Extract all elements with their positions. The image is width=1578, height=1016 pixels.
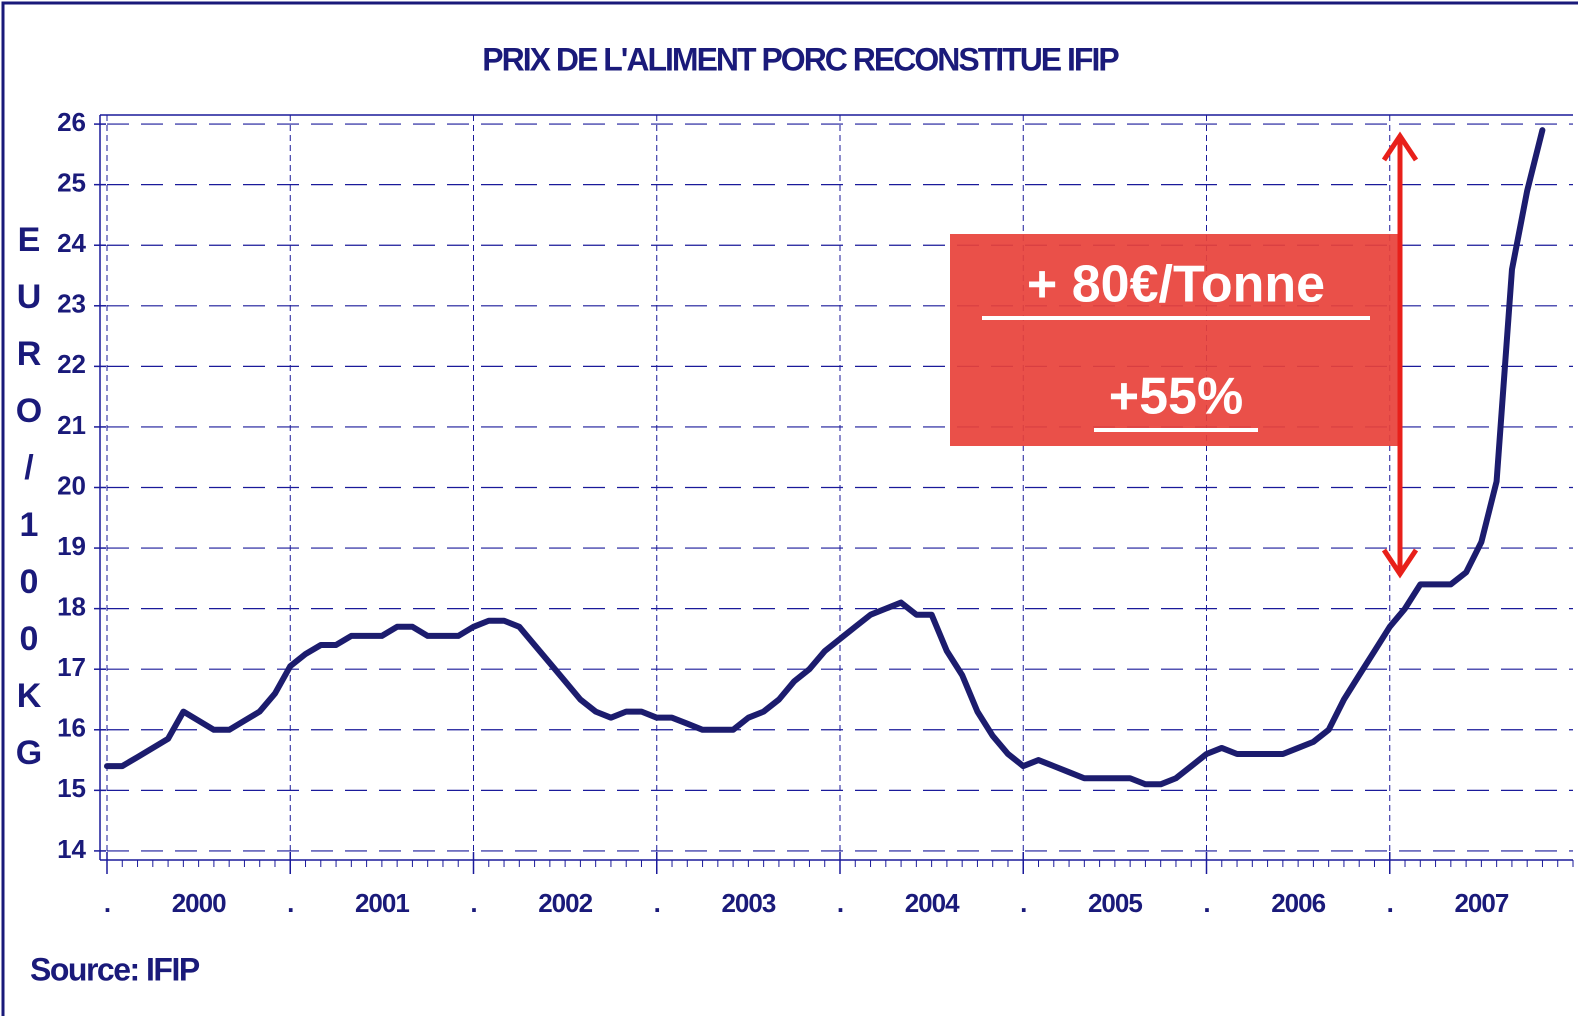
- x-tick-label: 2007: [1454, 888, 1508, 918]
- x-tick-label: .: [654, 888, 660, 918]
- x-tick-label: 2006: [1271, 888, 1325, 918]
- x-tick-label: .: [470, 888, 476, 918]
- y-tick-label: 24: [57, 228, 86, 258]
- annotation: +55%: [1109, 368, 1243, 426]
- annotation: + 80€/Tonne: [1027, 256, 1325, 314]
- y-tick-label: 23: [57, 289, 86, 319]
- y-tick-label: 21: [57, 410, 86, 440]
- y-tick-label: 25: [57, 168, 86, 198]
- x-tick-label: 2004: [905, 888, 960, 918]
- x-tick-label: .: [104, 888, 110, 918]
- y-tick-label: 14: [57, 834, 86, 864]
- annotation-box: [950, 234, 1398, 446]
- x-tick-label: 2002: [538, 888, 592, 918]
- y-tick-label: 26: [57, 107, 86, 137]
- y-tick-label: 18: [57, 592, 86, 622]
- x-tick-label: .: [837, 888, 843, 918]
- y-tick-label: 15: [57, 773, 86, 803]
- x-tick-label: 2003: [721, 888, 775, 918]
- y-tick-label: 17: [57, 652, 86, 682]
- x-tick-label: .: [1203, 888, 1209, 918]
- line-series: [104, 127, 1546, 788]
- y-axis-label: EURO / 100KG: [15, 221, 43, 772]
- x-tick-label: .: [287, 888, 293, 918]
- source: Source: IFIP: [30, 951, 200, 987]
- x-tick-label: .: [1387, 888, 1393, 918]
- chart-title: PRIX DE L'ALIMENT PORC RECONSTITUE IFIP: [482, 41, 1119, 77]
- x-tick-label: 2000: [172, 888, 226, 918]
- x-tick-label: 2005: [1088, 888, 1142, 918]
- arrow-head: [1381, 548, 1419, 579]
- arrow-head: [1381, 131, 1419, 162]
- y-tick-label: 20: [57, 470, 86, 500]
- x-tick-label: 2001: [355, 888, 409, 918]
- y-tick-label: 16: [57, 713, 86, 743]
- x-tick-label: .: [1020, 888, 1026, 918]
- y-tick-label: 19: [57, 531, 86, 561]
- y-tick-label: 22: [57, 349, 86, 379]
